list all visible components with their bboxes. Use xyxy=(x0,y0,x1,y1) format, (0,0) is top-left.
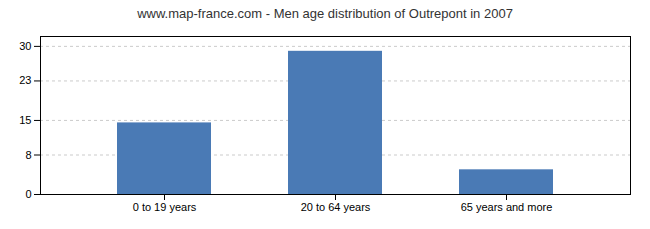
svg-text:20 to 64 years: 20 to 64 years xyxy=(301,201,371,213)
svg-text:23: 23 xyxy=(19,74,31,86)
svg-text:30: 30 xyxy=(19,40,31,52)
svg-text:0: 0 xyxy=(25,188,31,200)
svg-text:15: 15 xyxy=(19,114,31,126)
svg-text:0 to 19 years: 0 to 19 years xyxy=(133,201,197,213)
html-text:www.map-france.com - Men age d: www.map-france.com - Men age distributio… xyxy=(137,6,513,21)
svg-text:8: 8 xyxy=(25,149,31,161)
svg-text:65 years and more: 65 years and more xyxy=(461,201,553,213)
